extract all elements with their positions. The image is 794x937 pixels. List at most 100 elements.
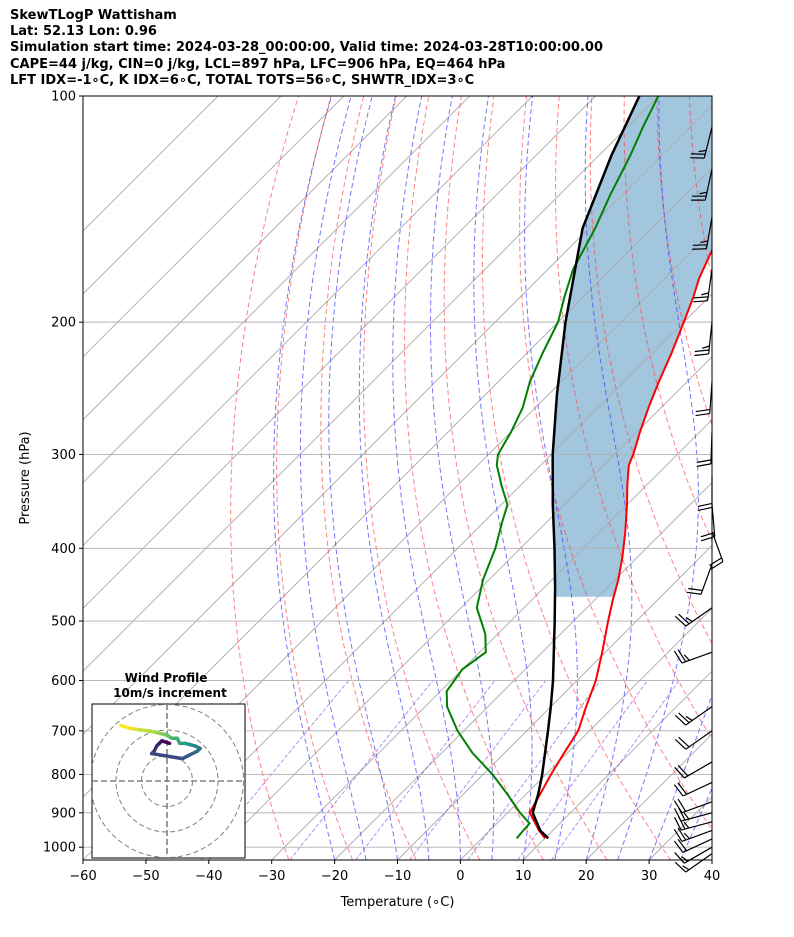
wind-barb — [694, 322, 713, 357]
wind-barb — [673, 838, 713, 854]
chart-header: SkewTLogP Wattisham Lat: 52.13 Lon: 0.96… — [10, 8, 780, 89]
dry-adiabat-line — [481, 96, 672, 860]
isotherm-line — [83, 96, 408, 421]
y-tick-label: 200 — [51, 316, 76, 331]
x-tick-label: 20 — [578, 869, 595, 884]
wind-barbs — [673, 126, 724, 873]
dry-adiabat-line — [554, 96, 712, 740]
y-tick-label: 500 — [51, 615, 76, 630]
wind-barb — [696, 431, 713, 467]
x-tick-label: 0 — [456, 869, 464, 884]
hodograph-segment — [149, 751, 185, 761]
moist-adiabat-line — [273, 96, 336, 860]
x-tick-label: 10 — [515, 869, 532, 884]
mixing-ratio-line — [355, 680, 496, 860]
wind-barb — [691, 168, 713, 201]
profiles — [445, 96, 712, 840]
dry-adiabat-line — [755, 96, 794, 860]
dry-adiabat-line — [276, 96, 353, 860]
temperature-line — [528, 247, 712, 839]
isotherm-line — [145, 293, 712, 860]
wind-barb — [689, 126, 713, 159]
moist-adiabat-line — [711, 858, 712, 860]
y-tick-label: 700 — [51, 724, 76, 739]
wind-barb — [674, 761, 713, 779]
y-tick-label: 300 — [51, 448, 76, 463]
isotherm-line — [460, 607, 712, 860]
isotherm-line — [397, 544, 712, 860]
x-tick-label: −10 — [384, 869, 411, 884]
mixing-ratio-line — [467, 680, 601, 860]
moist-adiabat-line — [584, 96, 633, 860]
y-tick-label: 1000 — [43, 841, 76, 856]
parcel-path-line — [531, 96, 641, 840]
x-tick-label: −60 — [69, 869, 96, 884]
wind-barb — [674, 706, 713, 726]
isotherm-line — [83, 96, 282, 295]
isotherm-line — [83, 96, 533, 547]
isotherm-line — [83, 96, 659, 672]
wind-barb — [692, 217, 713, 250]
isotherm-line — [83, 96, 345, 358]
hodograph-ring — [92, 704, 244, 858]
isotherm-line — [83, 96, 470, 484]
wind-barb — [674, 607, 713, 627]
x-tick-label: −30 — [258, 869, 285, 884]
hodograph-title: Wind Profile — [125, 671, 208, 685]
isotherm-line — [83, 96, 219, 232]
dry-adiabat-line — [589, 96, 712, 645]
isotherm-line — [334, 481, 712, 860]
wind-barb — [673, 781, 713, 797]
dry-adiabat-line — [404, 96, 544, 860]
dry-adiabat-line — [623, 96, 712, 543]
station-location: Lat: 52.13 Lon: 0.96 — [10, 24, 157, 40]
isotherm-line — [83, 104, 712, 735]
dry-adiabat-line — [787, 96, 794, 860]
mixing-ratio-line — [289, 680, 434, 860]
stability-indices-line1: CAPE=44 j/kg, CIN=0 j/kg, LCL=897 hPa, L… — [10, 56, 506, 72]
isotherm-line — [522, 670, 712, 860]
wind-barb — [673, 649, 713, 664]
dewpoint-line — [445, 96, 660, 839]
moist-adiabat-line — [392, 96, 461, 860]
moist-adiabat-line — [430, 96, 495, 860]
y-tick-label: 600 — [51, 674, 76, 689]
y-tick-label: 400 — [51, 542, 76, 557]
x-axis-label: Temperature (∘C) — [340, 895, 455, 910]
wind-barb — [697, 475, 713, 512]
moist-adiabat-line — [648, 693, 712, 860]
dry-adiabat-line — [722, 96, 794, 860]
y-tick-label: 900 — [51, 806, 76, 821]
wind-barb — [673, 798, 713, 814]
mixing-ratio-line — [409, 680, 547, 860]
isotherm-line — [711, 859, 712, 860]
moist-adiabat-line — [617, 96, 699, 860]
x-tick-label: −20 — [321, 869, 348, 884]
wind-barb — [700, 504, 716, 542]
chart-title: SkewTLogP Wattisham — [10, 8, 177, 23]
y-tick-label: 100 — [51, 90, 76, 105]
stability-indices-line2: LFT IDX=-1∘C, K IDX=6∘C, TOTAL TOTS=56∘C… — [10, 72, 475, 88]
dry-adiabat-line — [443, 96, 608, 860]
simulation-times: Simulation start time: 2024-03-28_00:00:… — [10, 40, 603, 56]
mixing-ratio-line — [517, 680, 649, 860]
wind-barb — [686, 563, 713, 595]
isotherm-line — [271, 419, 712, 860]
moist-adiabat-line — [358, 96, 430, 860]
dry-adiabat-line — [230, 96, 299, 860]
wind-barb — [674, 853, 713, 873]
x-tick-label: 40 — [704, 869, 721, 884]
moist-adiabat-line — [680, 786, 712, 860]
hodograph-segment — [119, 723, 131, 730]
wind-barb — [673, 827, 713, 842]
y-axis-label: Pressure (hPa) — [18, 431, 33, 524]
wind-barb — [674, 730, 713, 750]
hodograph-subtitle: 10m/s increment — [113, 686, 227, 700]
background-lines — [83, 96, 794, 860]
moist-adiabat-line — [300, 96, 367, 860]
dry-adiabat-line — [320, 96, 417, 860]
x-tick-label: −50 — [132, 869, 159, 884]
